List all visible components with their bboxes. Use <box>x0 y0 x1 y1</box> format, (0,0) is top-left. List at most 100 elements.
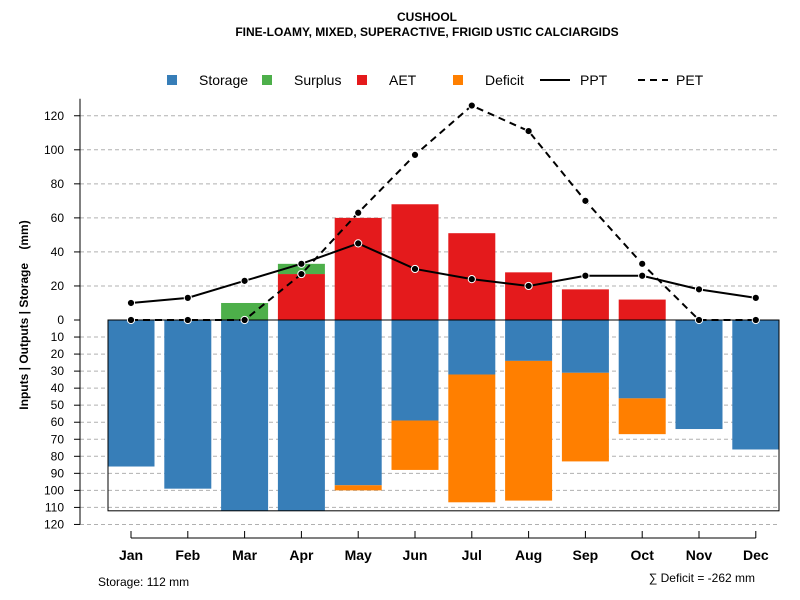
x-tick-label-feb: Feb <box>175 547 200 563</box>
ppt-line <box>130 242 756 304</box>
pet-point-nov <box>694 315 704 325</box>
aet-bar-sep <box>561 289 609 320</box>
legend-label-deficit: Deficit <box>485 72 524 88</box>
pet-point-jan <box>126 315 136 325</box>
pet-point-oct <box>638 259 647 268</box>
ppt-point-apr <box>297 259 306 268</box>
y-tick-label: 70 <box>51 432 65 446</box>
y-tick-label: 20 <box>51 279 65 293</box>
legend-label-storage: Storage <box>199 72 248 88</box>
x-tick-label-jan: Jan <box>119 547 143 563</box>
pet-point-sep <box>581 196 590 205</box>
storage-bar-oct <box>618 320 666 399</box>
bar-layer <box>107 204 780 512</box>
x-tick-label-sep: Sep <box>573 547 599 563</box>
legend-symbol-surplus <box>262 75 272 85</box>
legend-symbol-deficit <box>453 75 463 85</box>
deficit-footer: ∑ Deficit = -262 mm <box>649 571 755 585</box>
y-tick-label: 100 <box>44 143 64 157</box>
aet-bar-oct <box>618 299 666 320</box>
pet-point-mar <box>240 315 249 325</box>
x-tick-label-jul: Jul <box>462 547 482 563</box>
deficit-bar-jul <box>448 374 496 503</box>
storage-bar-jul <box>448 320 496 375</box>
legend-label-surplus: Surplus <box>294 72 341 88</box>
storage-bar-jun <box>391 320 439 421</box>
legend-label-aet: AET <box>389 72 417 88</box>
x-tick-label-mar: Mar <box>232 547 257 563</box>
ppt-point-dec <box>751 293 760 302</box>
pet-point-may <box>354 208 363 217</box>
x-tick-label-may: May <box>345 547 372 563</box>
chart-legend: Storage Surplus AET Deficit PPT PET <box>167 72 704 88</box>
legend-symbol-storage <box>167 75 177 85</box>
y-tick-label: 120 <box>44 109 64 123</box>
chart-subtitle: FINE-LOAMY, MIXED, SUPERACTIVE, FRIGID U… <box>235 25 618 39</box>
x-tick-label-aug: Aug <box>515 547 542 563</box>
legend-label-ppt: PPT <box>580 72 608 88</box>
ppt-point-may <box>354 239 363 248</box>
line-layer <box>126 101 760 325</box>
storage-bar-nov <box>675 320 723 430</box>
ppt-point-nov <box>694 285 704 294</box>
storage-bar-apr <box>277 320 325 511</box>
ppt-point-jan <box>126 298 136 308</box>
y-tick-label: 60 <box>51 211 65 225</box>
x-tick-label-apr: Apr <box>289 547 314 563</box>
storage-bar-dec <box>732 320 780 450</box>
deficit-bar-aug <box>505 360 553 501</box>
storage-bar-aug <box>505 320 553 361</box>
y-tick-label: 80 <box>51 449 65 463</box>
storage-bar-sep <box>561 320 609 373</box>
aet-bar-aug <box>505 272 553 320</box>
legend-label-pet: PET <box>676 72 704 88</box>
ppt-point-oct <box>638 271 647 280</box>
storage-footer: Storage: 112 mm <box>98 575 189 589</box>
y-axis-label: Inputs | Outputs | Storage (mm) <box>17 220 31 409</box>
axes: 0 20 40 60 80 100 120 10 20 30 40 50 60 70 80 90 100 110 1… <box>44 98 769 563</box>
storage-bar-jan <box>107 320 155 467</box>
deficit-bar-may <box>334 485 382 491</box>
storage-bar-feb <box>164 320 212 489</box>
deficit-bar-sep <box>561 372 609 462</box>
deficit-bar-oct <box>618 398 666 435</box>
y-tick-label: 120 <box>44 517 64 531</box>
y-tick-label: 30 <box>51 364 65 378</box>
ppt-point-feb <box>183 293 192 302</box>
pet-point-apr <box>297 269 306 279</box>
chart-title: CUSHOOL <box>397 10 457 24</box>
x-tick-label-nov: Nov <box>686 547 713 563</box>
ppt-point-mar <box>240 276 249 285</box>
storage-bar-mar <box>221 320 269 511</box>
pet-line <box>131 104 756 321</box>
y-tick-label: 40 <box>51 381 65 395</box>
y-tick-label: 80 <box>51 177 65 191</box>
y-tick-label: 90 <box>51 466 65 480</box>
x-tick-label-jun: Jun <box>403 547 428 563</box>
y-tick-label: 50 <box>51 398 65 412</box>
ppt-point-jun <box>410 264 420 274</box>
storage-bar-may <box>334 320 382 486</box>
ppt-point-sep <box>581 271 590 280</box>
y-tick-label: 60 <box>51 415 65 429</box>
surplus-bar-mar <box>221 302 269 320</box>
surplus-bar-apr <box>277 263 325 275</box>
pet-point-dec <box>751 315 760 325</box>
pet-point-feb <box>183 315 192 325</box>
y-tick-label: 0 <box>57 313 64 327</box>
pet-point-aug <box>524 126 533 136</box>
aet-bar-apr <box>277 274 325 320</box>
aet-bar-may <box>334 217 382 320</box>
y-tick-label: 100 <box>44 483 64 497</box>
ppt-point-jul <box>467 275 476 284</box>
pet-point-jun <box>410 150 420 160</box>
ppt-point-aug <box>524 281 533 291</box>
y-tick-label: 40 <box>51 245 65 259</box>
y-tick-label: 110 <box>45 500 64 514</box>
legend-symbol-aet <box>357 75 367 85</box>
x-tick-label-dec: Dec <box>743 547 769 563</box>
x-tick-label-oct: Oct <box>631 547 655 563</box>
pet-point-jul <box>467 101 476 110</box>
deficit-bar-jun <box>391 420 439 470</box>
